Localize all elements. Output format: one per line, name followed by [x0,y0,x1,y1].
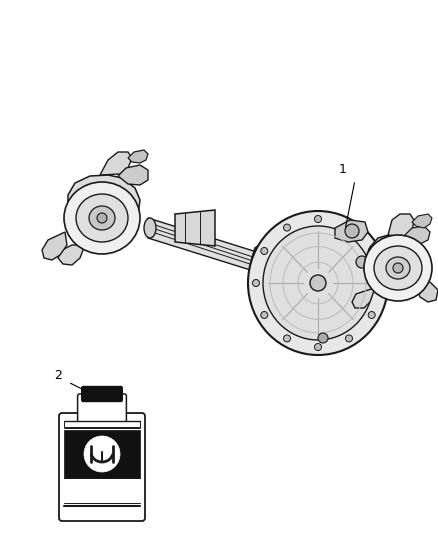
Polygon shape [65,175,140,248]
Circle shape [283,335,290,342]
Circle shape [318,333,328,343]
Ellipse shape [364,235,432,301]
Polygon shape [148,218,308,288]
Polygon shape [388,214,414,237]
Circle shape [314,343,321,351]
FancyBboxPatch shape [64,430,140,478]
Circle shape [393,263,403,273]
FancyBboxPatch shape [64,480,140,502]
FancyBboxPatch shape [78,394,127,423]
FancyBboxPatch shape [64,421,140,427]
Circle shape [252,279,259,287]
Circle shape [97,213,107,223]
Ellipse shape [248,211,388,355]
Polygon shape [405,226,430,244]
Circle shape [84,436,120,472]
Polygon shape [355,258,385,276]
Circle shape [346,224,353,231]
Text: 2: 2 [54,369,62,382]
Ellipse shape [386,257,410,279]
Circle shape [377,279,384,287]
Polygon shape [58,245,85,265]
Ellipse shape [64,182,140,254]
Circle shape [356,256,368,268]
Circle shape [310,275,326,291]
Polygon shape [252,230,370,293]
Circle shape [283,224,290,231]
Ellipse shape [374,246,422,290]
Circle shape [368,247,375,254]
Polygon shape [100,152,132,175]
FancyBboxPatch shape [59,413,145,521]
Circle shape [346,335,353,342]
Polygon shape [416,278,438,302]
Polygon shape [118,165,148,185]
Text: 1: 1 [339,163,347,176]
FancyBboxPatch shape [81,386,122,401]
Ellipse shape [89,206,115,230]
Circle shape [368,311,375,319]
Circle shape [261,247,268,254]
Polygon shape [128,150,148,163]
Ellipse shape [144,218,156,238]
Polygon shape [42,232,67,260]
Polygon shape [364,234,420,290]
Ellipse shape [263,226,373,340]
Polygon shape [352,288,375,308]
Circle shape [345,224,359,238]
Circle shape [314,215,321,222]
Polygon shape [175,210,215,246]
Circle shape [261,311,268,319]
Ellipse shape [76,194,128,242]
Polygon shape [412,214,432,228]
Polygon shape [335,220,368,242]
